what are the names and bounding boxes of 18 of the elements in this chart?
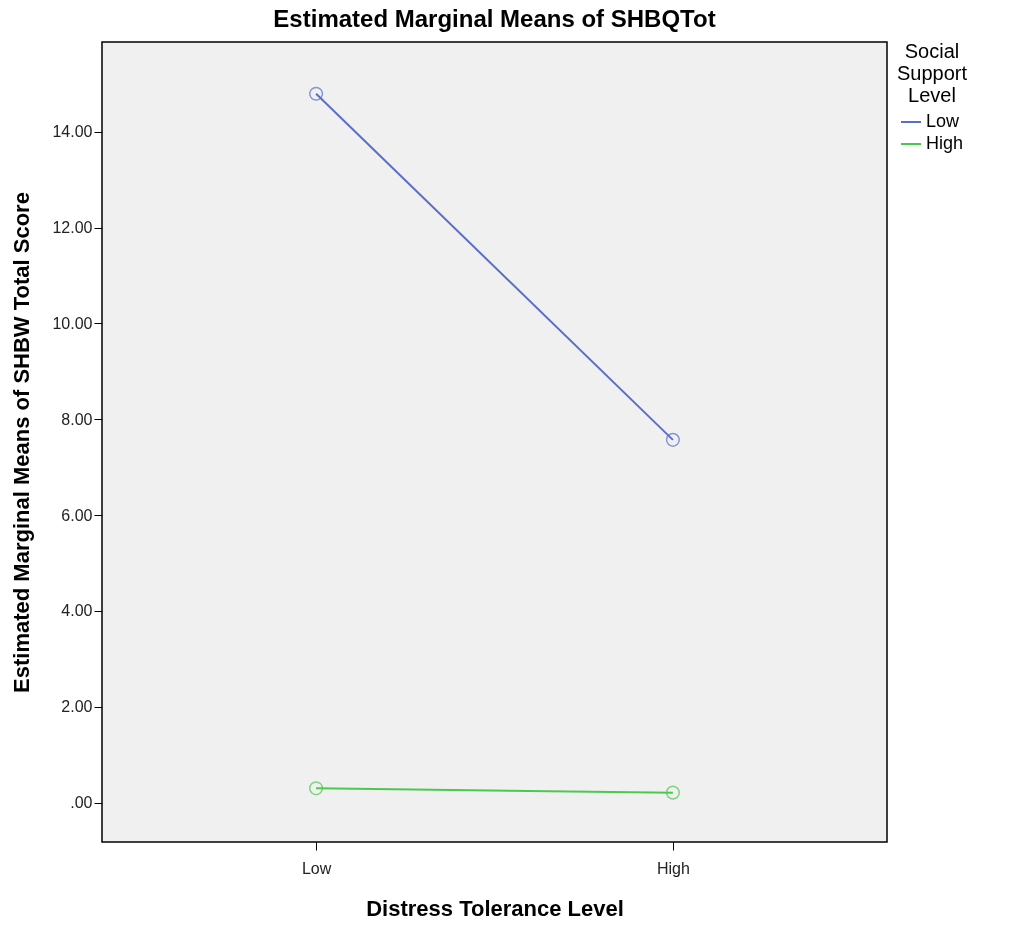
- point: [309, 86, 324, 101]
- y-tick-label: 10.00: [52, 314, 93, 332]
- legend-label: Low: [926, 111, 961, 131]
- chart-title: Estimated Marginal Means of SHBQTot: [273, 5, 716, 32]
- y-axis-title: Estimated Marginal Means of SHBW Total Score: [9, 192, 35, 693]
- x-axis-title: Distress Tolerance Level: [366, 895, 624, 921]
- legend-title: Social Support Level: [896, 40, 968, 106]
- y-tick-label: 6.00: [61, 506, 93, 524]
- point: [665, 785, 680, 800]
- y-tick-label: 2.00: [61, 698, 93, 716]
- y-tick-label: .00: [70, 794, 93, 812]
- y-tick-label: 12.00: [52, 219, 93, 236]
- y-tick-label: 8.00: [61, 410, 93, 428]
- point: [309, 781, 324, 796]
- legend-label: High: [926, 133, 964, 153]
- y-tick-label: 4.00: [61, 602, 93, 620]
- point: [665, 432, 680, 447]
- y-tick-label: 14.00: [52, 123, 93, 141]
